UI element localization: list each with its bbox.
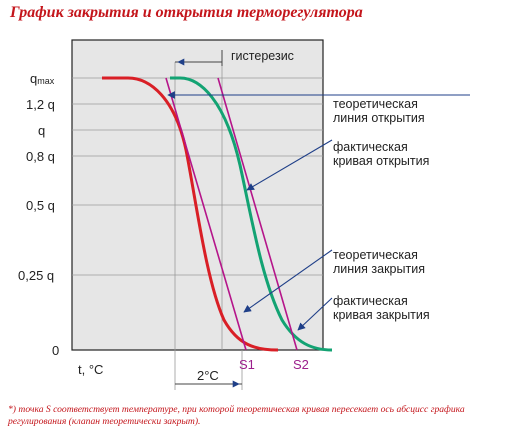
opening-curve (170, 76, 333, 352)
theoretical-opening-line (217, 77, 298, 351)
horizontal-gridlines (72, 77, 323, 276)
legend-theoretical-opening-l2: линия открытия (333, 111, 425, 125)
legend-theoretical-closing-l1: теоретическая (333, 248, 418, 262)
y-tick-0-25q: 0,25 q (18, 268, 54, 283)
y-tick-labels: qmax 1,2 q q 0,8 q 0,5 q 0,25 q 0 (18, 71, 59, 358)
legend-theoretical-opening-l1: теоретическая (333, 97, 418, 111)
y-tick-1-2q: 1,2 q (26, 97, 55, 112)
legend-theoretical-closing-l2: линия закрытия (333, 262, 425, 276)
y-tick-q: q (38, 123, 45, 138)
hysteresis-bracket (175, 50, 223, 66)
y-tick-0-5q: 0,5 q (26, 198, 55, 213)
point-label-s1: S1 (239, 357, 255, 372)
arrow-actual-opening (246, 139, 333, 191)
legend: теоретическая линия открытия фактическая… (333, 97, 430, 322)
legend-actual-closing-l2: кривая закрытия (333, 308, 430, 322)
closing-curve (102, 76, 279, 352)
legend-actual-opening-l2: кривая открытия (333, 154, 429, 168)
y-tick-qmax: qmax (30, 71, 55, 86)
footnote: *) точка S соответствует температуре, пр… (8, 404, 465, 427)
point-label-s2: S2 (293, 357, 309, 372)
theoretical-closing-line (165, 77, 247, 351)
diagram-title: График закрытия и открытия терморегулято… (10, 4, 363, 21)
x-axis-label: t, °C (78, 362, 103, 377)
annotation-arrows (167, 91, 470, 331)
legend-actual-closing-l1: фактическая (333, 294, 408, 308)
hysteresis-label: гистерезис (231, 49, 294, 63)
plot-area (71, 39, 324, 351)
arrow-actual-closing (297, 297, 333, 331)
y-tick-0-8q: 0,8 q (26, 149, 55, 164)
arrow-theoretical-closing (243, 249, 333, 313)
interval-label: 2°C (197, 368, 219, 383)
y-tick-0: 0 (52, 343, 59, 358)
legend-actual-opening-l1: фактическая (333, 140, 408, 154)
